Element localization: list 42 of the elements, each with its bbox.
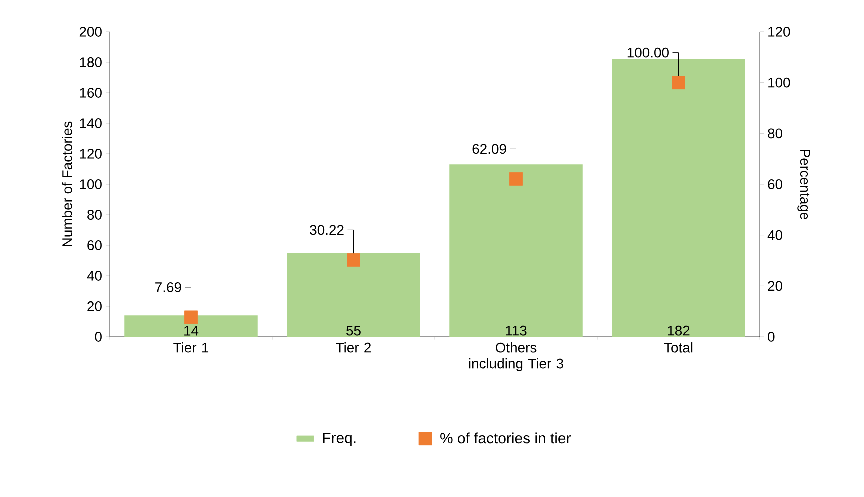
y-tick-label: 60 (88, 240, 102, 250)
y2-tick-label: 40 (768, 230, 782, 240)
x-tick-label: Tier 1 (174, 342, 209, 353)
point (510, 172, 523, 186)
y-tick-label: 120 (80, 149, 102, 159)
y-tick-label: 160 (80, 88, 102, 98)
point (672, 76, 686, 90)
data-label: 100.00 (628, 48, 669, 58)
y2-tick-label: 120 (768, 27, 790, 37)
x-tick-label: Total (664, 342, 693, 353)
data-label: 14 (184, 326, 199, 336)
y2-tick-label: 100 (768, 78, 790, 88)
y-tick-label: 200 (80, 27, 102, 37)
bar (612, 59, 746, 337)
y2-tick-label: 20 (768, 281, 782, 292)
y-tick-label: 0 (95, 332, 102, 342)
y-tick-label: 140 (80, 118, 102, 128)
y2-tick-label: 80 (768, 128, 782, 139)
data-label: 30.22 (310, 225, 344, 236)
data-label: 113 (506, 326, 527, 336)
y2-axis-title: Percentage (798, 150, 810, 220)
y-tick-label: 80 (88, 210, 102, 220)
y-tick-label: 20 (88, 302, 102, 312)
bar (287, 253, 420, 337)
point (347, 253, 360, 267)
y-tick-label: 100 (80, 180, 102, 190)
y-tick-label: 40 (87, 271, 102, 281)
x-tick-label: Tier 2 (336, 342, 372, 353)
y2-tick-label: 0 (768, 332, 775, 342)
data-label: 7.69 (156, 282, 182, 292)
bar (124, 316, 258, 337)
y2-tick-label: 60 (768, 180, 782, 190)
data-label: 182 (668, 326, 690, 336)
point (184, 310, 198, 324)
legend-label: % of factories in tier (440, 432, 571, 444)
bar (450, 164, 583, 337)
y-axis-title: Number of Factories (62, 122, 72, 247)
data-label: 62.09 (472, 144, 506, 154)
data-label: 55 (346, 326, 361, 336)
y-tick-label: 180 (80, 58, 102, 68)
legend-label: Freq. (323, 432, 356, 446)
x-tick-label: Others including Tier 3 (469, 342, 564, 372)
